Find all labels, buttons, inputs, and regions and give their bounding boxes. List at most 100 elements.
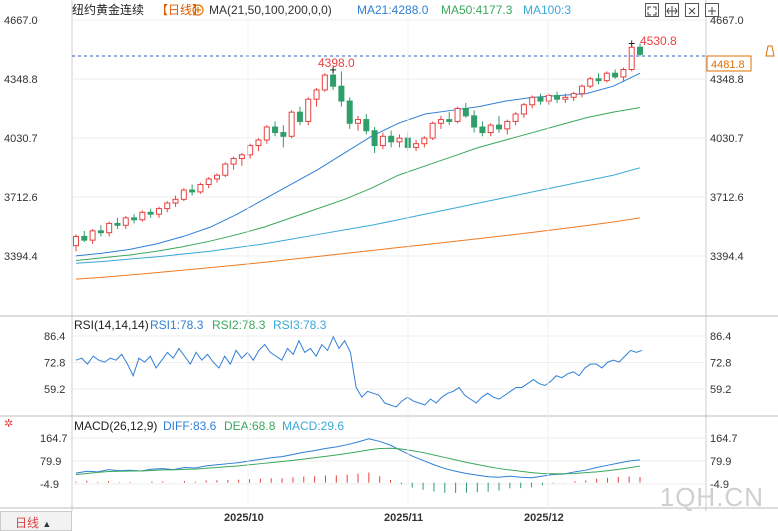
ma100-label: MA100:3 bbox=[523, 3, 571, 17]
macd-tick-label-left: 79.9 bbox=[40, 456, 61, 468]
candle-body bbox=[230, 158, 237, 165]
candle-body bbox=[628, 46, 635, 71]
rsi-series: 86.4 86.4 72.8 72.8 59.2 59.2 bbox=[44, 331, 731, 408]
x-tick-label: 2025/10 bbox=[224, 512, 264, 524]
candle-body bbox=[172, 198, 179, 204]
diff-label: DIFF:83.6 bbox=[163, 419, 217, 433]
period-button-label: 日线 bbox=[15, 516, 40, 530]
candle-body bbox=[114, 222, 121, 226]
ma100-line bbox=[75, 167, 641, 264]
macd-tick-label-right: 164.7 bbox=[710, 433, 738, 445]
candle-body bbox=[305, 98, 312, 122]
peak-marker bbox=[330, 66, 337, 73]
ma21-line bbox=[75, 72, 641, 257]
candle-body bbox=[296, 111, 303, 122]
candle-body bbox=[587, 78, 594, 87]
candle-body bbox=[131, 217, 138, 221]
candlestick-series bbox=[73, 40, 643, 252]
candle-body bbox=[180, 189, 187, 200]
rsi-tick-label-left: 72.8 bbox=[44, 358, 65, 370]
fullscreen-icon[interactable] bbox=[645, 3, 659, 17]
candle-body bbox=[346, 100, 353, 124]
candle-body bbox=[197, 183, 204, 193]
candle-body bbox=[421, 137, 428, 145]
rsi-line bbox=[75, 335, 643, 408]
price-tick-label-left: 3712.6 bbox=[4, 192, 38, 204]
period-button[interactable]: 日线 ▲ bbox=[0, 511, 72, 531]
price-tick-label-right: 4667.0 bbox=[710, 15, 744, 27]
ma50-label: MA50:4177.3 bbox=[441, 3, 513, 17]
ma21-label: MA21:4288.0 bbox=[357, 3, 429, 17]
rsi-tick-label-right: 86.4 bbox=[710, 331, 731, 343]
x-axis: 2025/10 2025/11 2025/12 bbox=[224, 20, 564, 524]
period-tag: 【日线】 bbox=[156, 3, 204, 17]
candle-body bbox=[280, 132, 287, 137]
candle-body bbox=[155, 208, 162, 215]
candle-body bbox=[238, 154, 245, 160]
instrument-title: 纽约黄金连续 bbox=[72, 2, 144, 17]
candle-body bbox=[471, 115, 478, 128]
watermark: 1QH.CN bbox=[659, 482, 764, 512]
rsi-tick-label-left: 59.2 bbox=[44, 384, 65, 396]
macd-series: 164.7 164.7 79.9 79.9 -4.9 -4.9 bbox=[40, 433, 738, 494]
macd-tick-label-right: -4.9 bbox=[710, 479, 729, 491]
candle-body bbox=[338, 85, 345, 102]
price-tick-label-right: 4348.8 bbox=[710, 74, 744, 86]
current-price-text: 4481.8 bbox=[711, 59, 745, 71]
candle-body bbox=[446, 119, 453, 122]
candle-body bbox=[81, 235, 88, 241]
dea-line bbox=[75, 447, 641, 476]
high-marker bbox=[628, 40, 635, 47]
peak-price-label: 4398.0 bbox=[318, 56, 355, 70]
macd-title: MACD(26,12,9) bbox=[74, 419, 157, 433]
candle-body bbox=[321, 74, 328, 91]
chevron-down-icon: ▲ bbox=[42, 519, 52, 529]
ma50-line bbox=[75, 107, 641, 262]
candle-body bbox=[603, 72, 610, 82]
price-tick-label-left: 4348.8 bbox=[4, 74, 38, 86]
candle-body bbox=[437, 119, 444, 124]
candle-body bbox=[272, 126, 279, 134]
macd-tick-label-right: 79.9 bbox=[710, 456, 731, 468]
candle-body bbox=[388, 135, 395, 143]
price-tick-label-right: 3394.4 bbox=[710, 251, 744, 263]
candle-body bbox=[562, 96, 569, 100]
candle-body bbox=[363, 119, 370, 132]
expand-icon[interactable] bbox=[665, 3, 679, 17]
rsi-tick-label-right: 59.2 bbox=[710, 384, 731, 396]
alert-bell-icon[interactable] bbox=[765, 45, 775, 57]
candle-body bbox=[255, 139, 262, 147]
candle-body bbox=[106, 222, 113, 234]
candle-body bbox=[330, 74, 337, 87]
candle-body bbox=[97, 230, 104, 234]
candle-body bbox=[454, 107, 461, 122]
candle-body bbox=[487, 124, 494, 134]
candle-body bbox=[570, 93, 577, 98]
candle-body bbox=[520, 104, 527, 115]
close-icon[interactable] bbox=[685, 3, 699, 17]
rsi3-label: RSI3:78.3 bbox=[273, 318, 327, 332]
rsi-tick-label-right: 72.8 bbox=[710, 358, 731, 370]
candle-body bbox=[222, 163, 229, 176]
candle-body bbox=[122, 217, 129, 226]
candle-body bbox=[496, 124, 502, 130]
dea-label: DEA:68.8 bbox=[224, 419, 276, 433]
price-tick-label-left: 4030.7 bbox=[4, 133, 38, 145]
candle-body bbox=[371, 130, 378, 147]
ma-settings-icon[interactable] bbox=[192, 4, 204, 16]
candle-body bbox=[595, 78, 602, 82]
candle-body bbox=[313, 89, 320, 100]
candle-body bbox=[479, 126, 486, 134]
current-price-tag bbox=[706, 55, 752, 72]
candle-body bbox=[504, 120, 511, 130]
settings-icon[interactable] bbox=[705, 3, 719, 17]
price-tick-label-right: 3712.6 bbox=[710, 192, 744, 204]
high-price-label: 4530.8 bbox=[640, 34, 677, 48]
price-axis: 4667.0 4667.0 4348.8 4348.8 4030.7 4030.7 3712… bbox=[4, 15, 744, 263]
gear-icon[interactable]: ✲ bbox=[4, 418, 13, 430]
candle-body bbox=[89, 230, 96, 241]
x-tick-label: 2025/12 bbox=[524, 512, 564, 524]
candle-body bbox=[147, 211, 154, 215]
candle-body bbox=[413, 143, 420, 148]
